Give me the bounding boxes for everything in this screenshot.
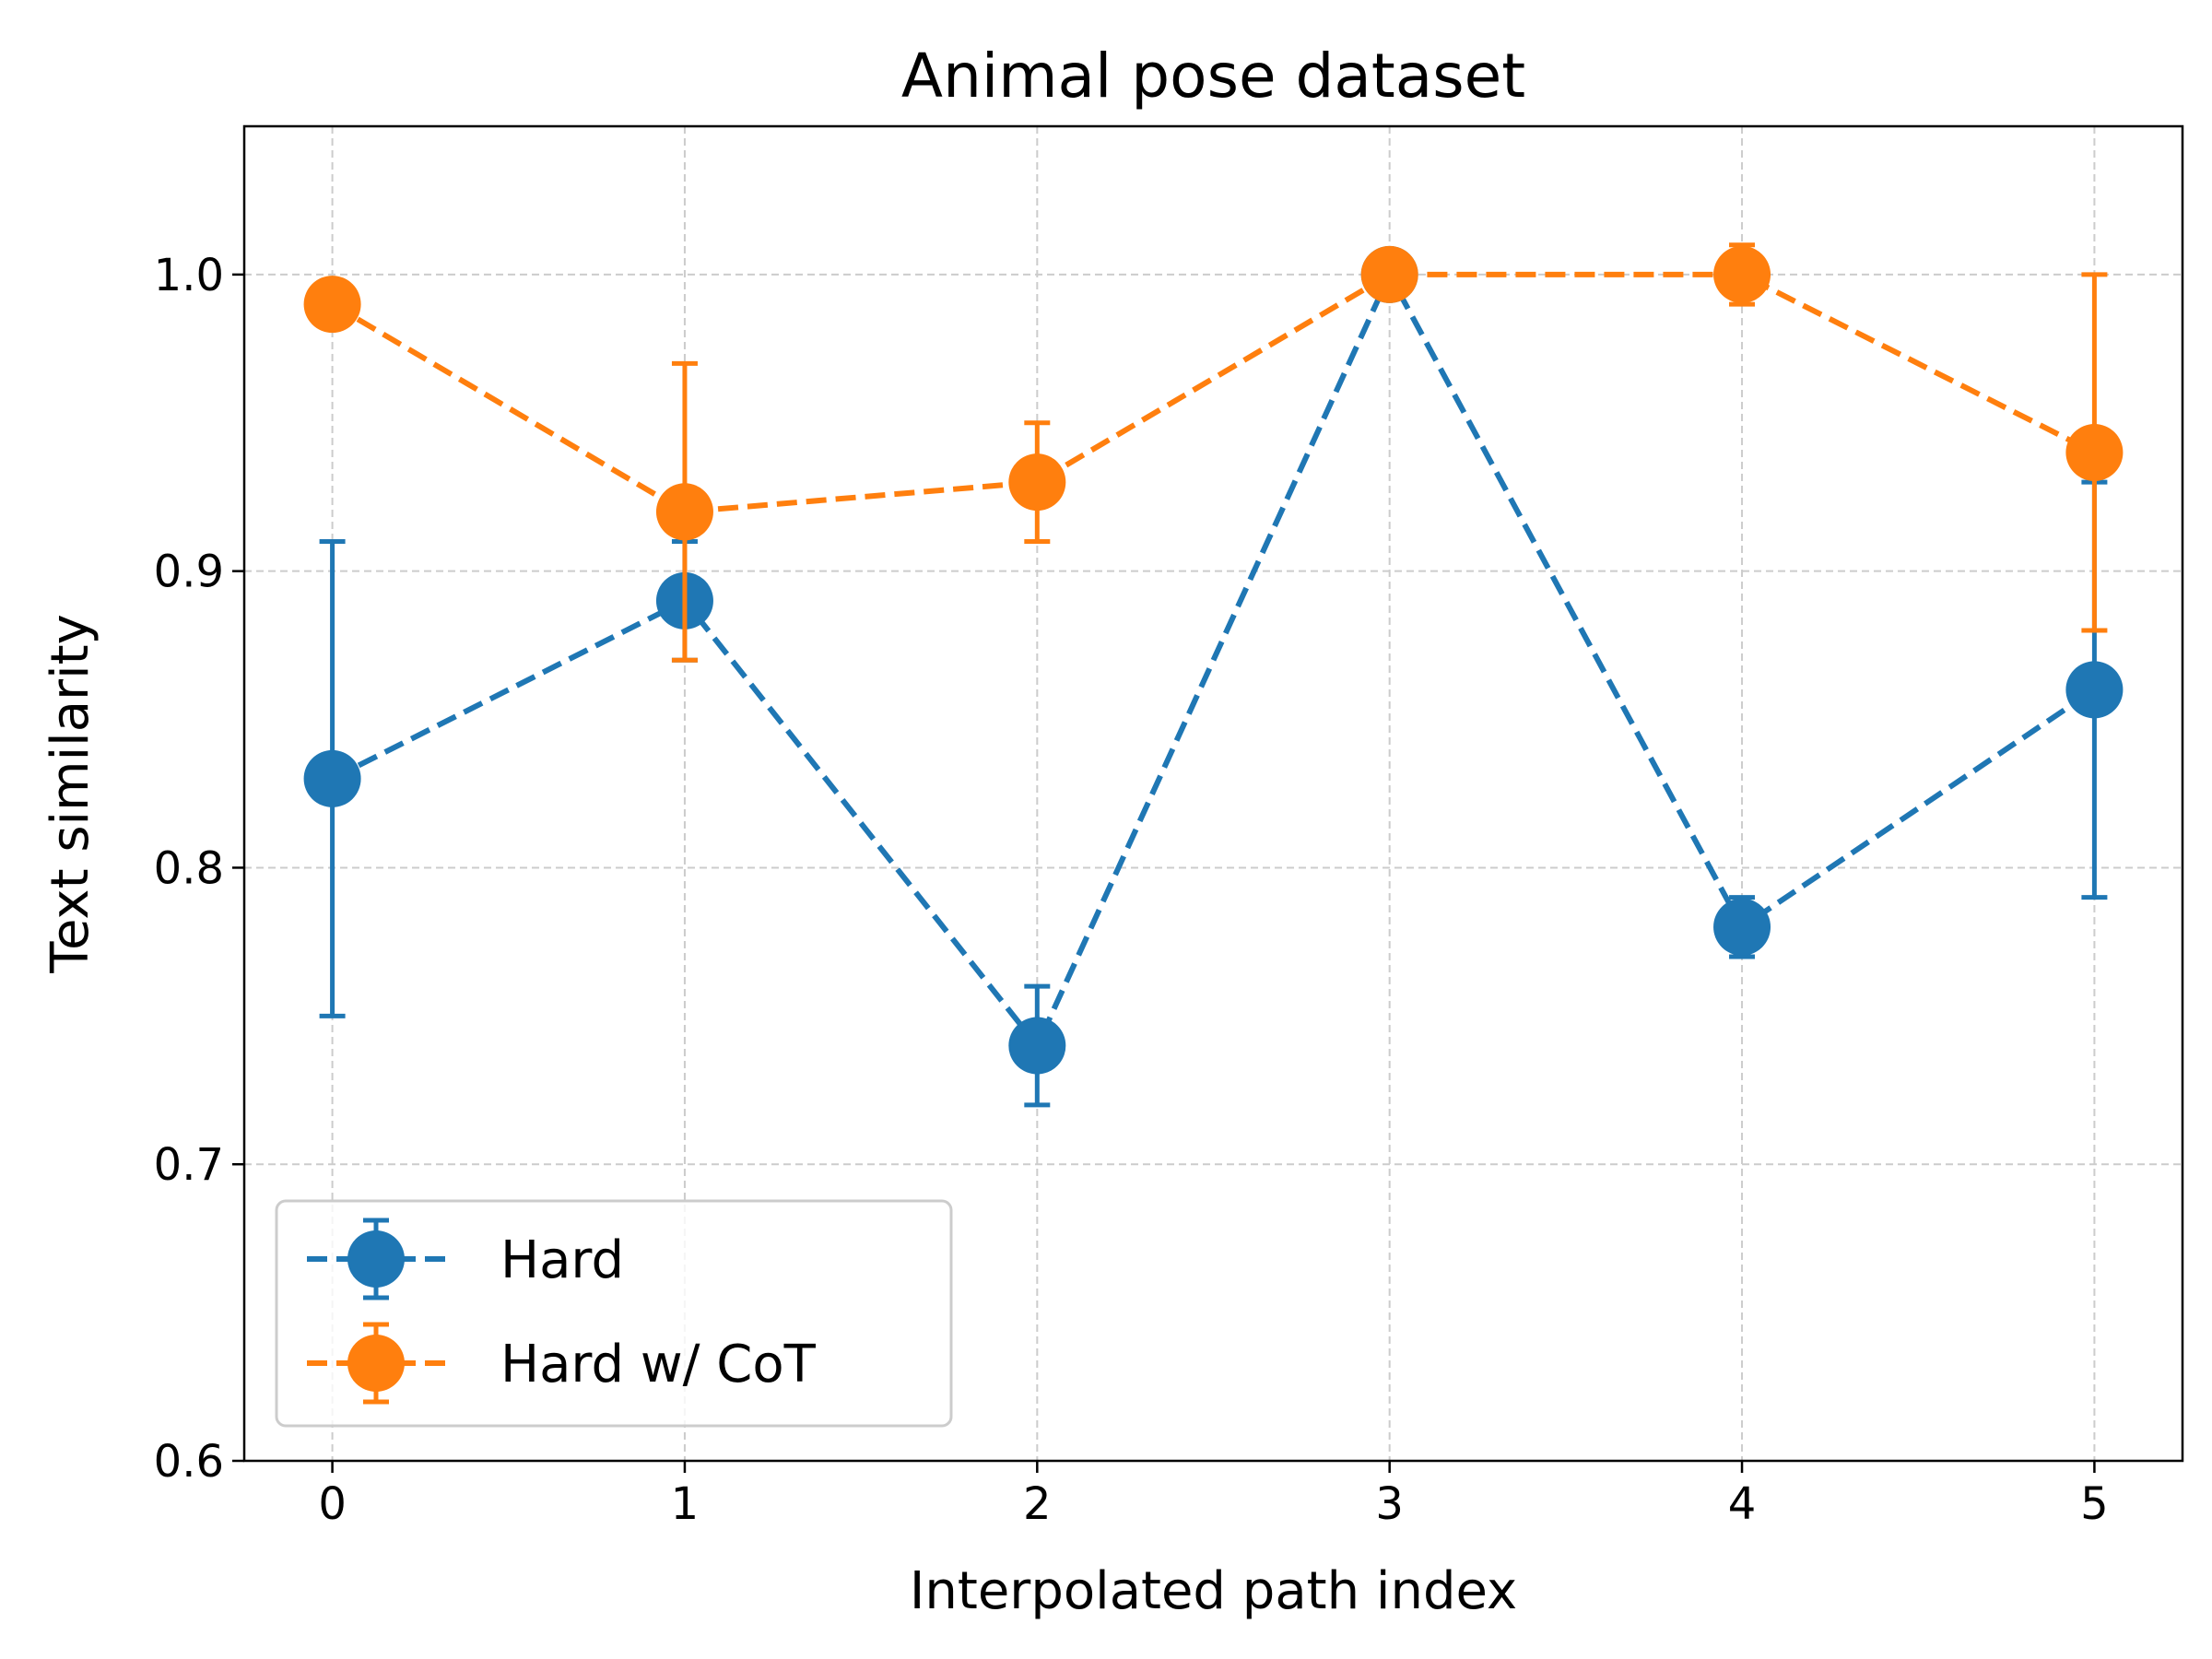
y-axis-label: Text similarity [41,614,100,973]
legend-marker [347,1230,405,1288]
series-layer [303,242,2124,1108]
data-point [655,483,713,541]
series-line [331,271,2096,515]
chart-title: Animal pose dataset [901,41,1525,112]
legend: Hard Hard w/ CoT [275,1199,953,1428]
x-axis-label: Interpolated path index [910,1561,1517,1621]
axis-ticks: 0 1 2 3 4 5 0.6 0.7 0.8 0.9 1.0 [154,250,2109,1530]
x-tick-label: 3 [1375,1478,1404,1530]
series-line [331,268,2097,1052]
y-tick-label: 0.6 [154,1436,224,1488]
legend-marker [347,1335,405,1392]
y-tick-label: 0.7 [154,1139,224,1191]
x-tick-label: 0 [318,1478,347,1530]
data-point [303,749,361,807]
x-tick-label: 5 [2080,1478,2109,1530]
legend-label: Hard w/ CoT [500,1335,817,1394]
data-point [2065,423,2124,481]
x-tick-label: 2 [1023,1478,1052,1530]
y-tick-label: 0.9 [154,547,224,598]
data-point [1713,245,1771,303]
legend-label: Hard [500,1230,624,1290]
data-point [303,276,361,334]
data-point [1360,245,1418,303]
data-point [1008,1017,1066,1075]
y-tick-label: 0.8 [154,842,224,894]
data-point [1008,453,1066,512]
data-point [1713,898,1771,956]
data-point [2065,661,2124,719]
series-1 [303,242,2124,663]
x-tick-label: 1 [671,1478,700,1530]
y-tick-label: 1.0 [154,250,224,301]
x-tick-label: 4 [1728,1478,1757,1530]
plot-frame [242,124,2184,1463]
